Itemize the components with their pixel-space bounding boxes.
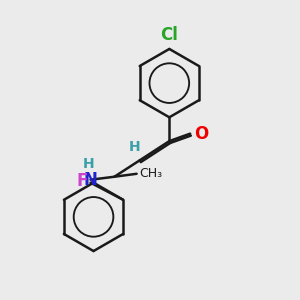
Text: H: H — [128, 140, 140, 154]
Text: N: N — [84, 171, 98, 189]
Text: F: F — [77, 172, 88, 190]
Text: H: H — [82, 158, 94, 171]
Text: CH₃: CH₃ — [139, 167, 162, 180]
Text: Cl: Cl — [160, 26, 178, 44]
Text: O: O — [194, 125, 208, 143]
